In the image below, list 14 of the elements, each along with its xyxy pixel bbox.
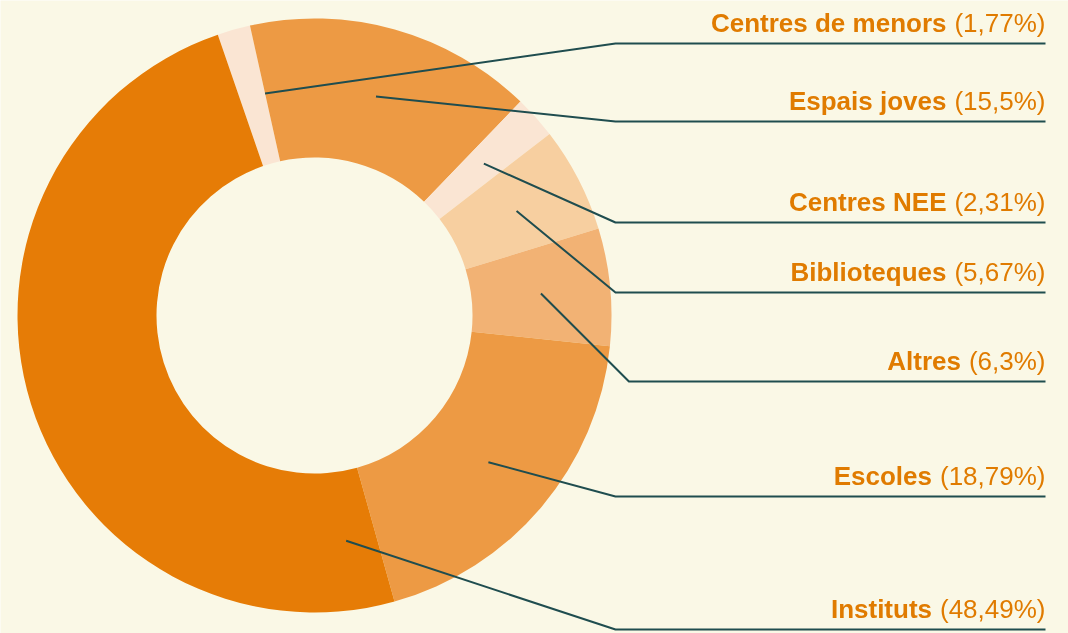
- slice-label: Centres NEE: [788, 186, 947, 217]
- data-label: (6,3%): [968, 345, 1046, 376]
- slice-label: Centres de menors: [710, 7, 947, 38]
- data-label: (48,49%): [940, 593, 1046, 624]
- slice-label: Espais joves: [788, 85, 947, 116]
- data-label: (2,31%): [954, 186, 1046, 217]
- data-label: (1,77%): [954, 7, 1046, 38]
- slice-label: Escoles: [833, 460, 933, 491]
- slice-label: Instituts: [830, 593, 933, 624]
- data-label: (18,79%): [940, 460, 1046, 491]
- data-label: (15,5%): [954, 85, 1046, 116]
- slice-label: Altres: [887, 345, 961, 376]
- slice-label: Biblioteques: [790, 256, 947, 287]
- data-label: (5,67%): [954, 256, 1046, 287]
